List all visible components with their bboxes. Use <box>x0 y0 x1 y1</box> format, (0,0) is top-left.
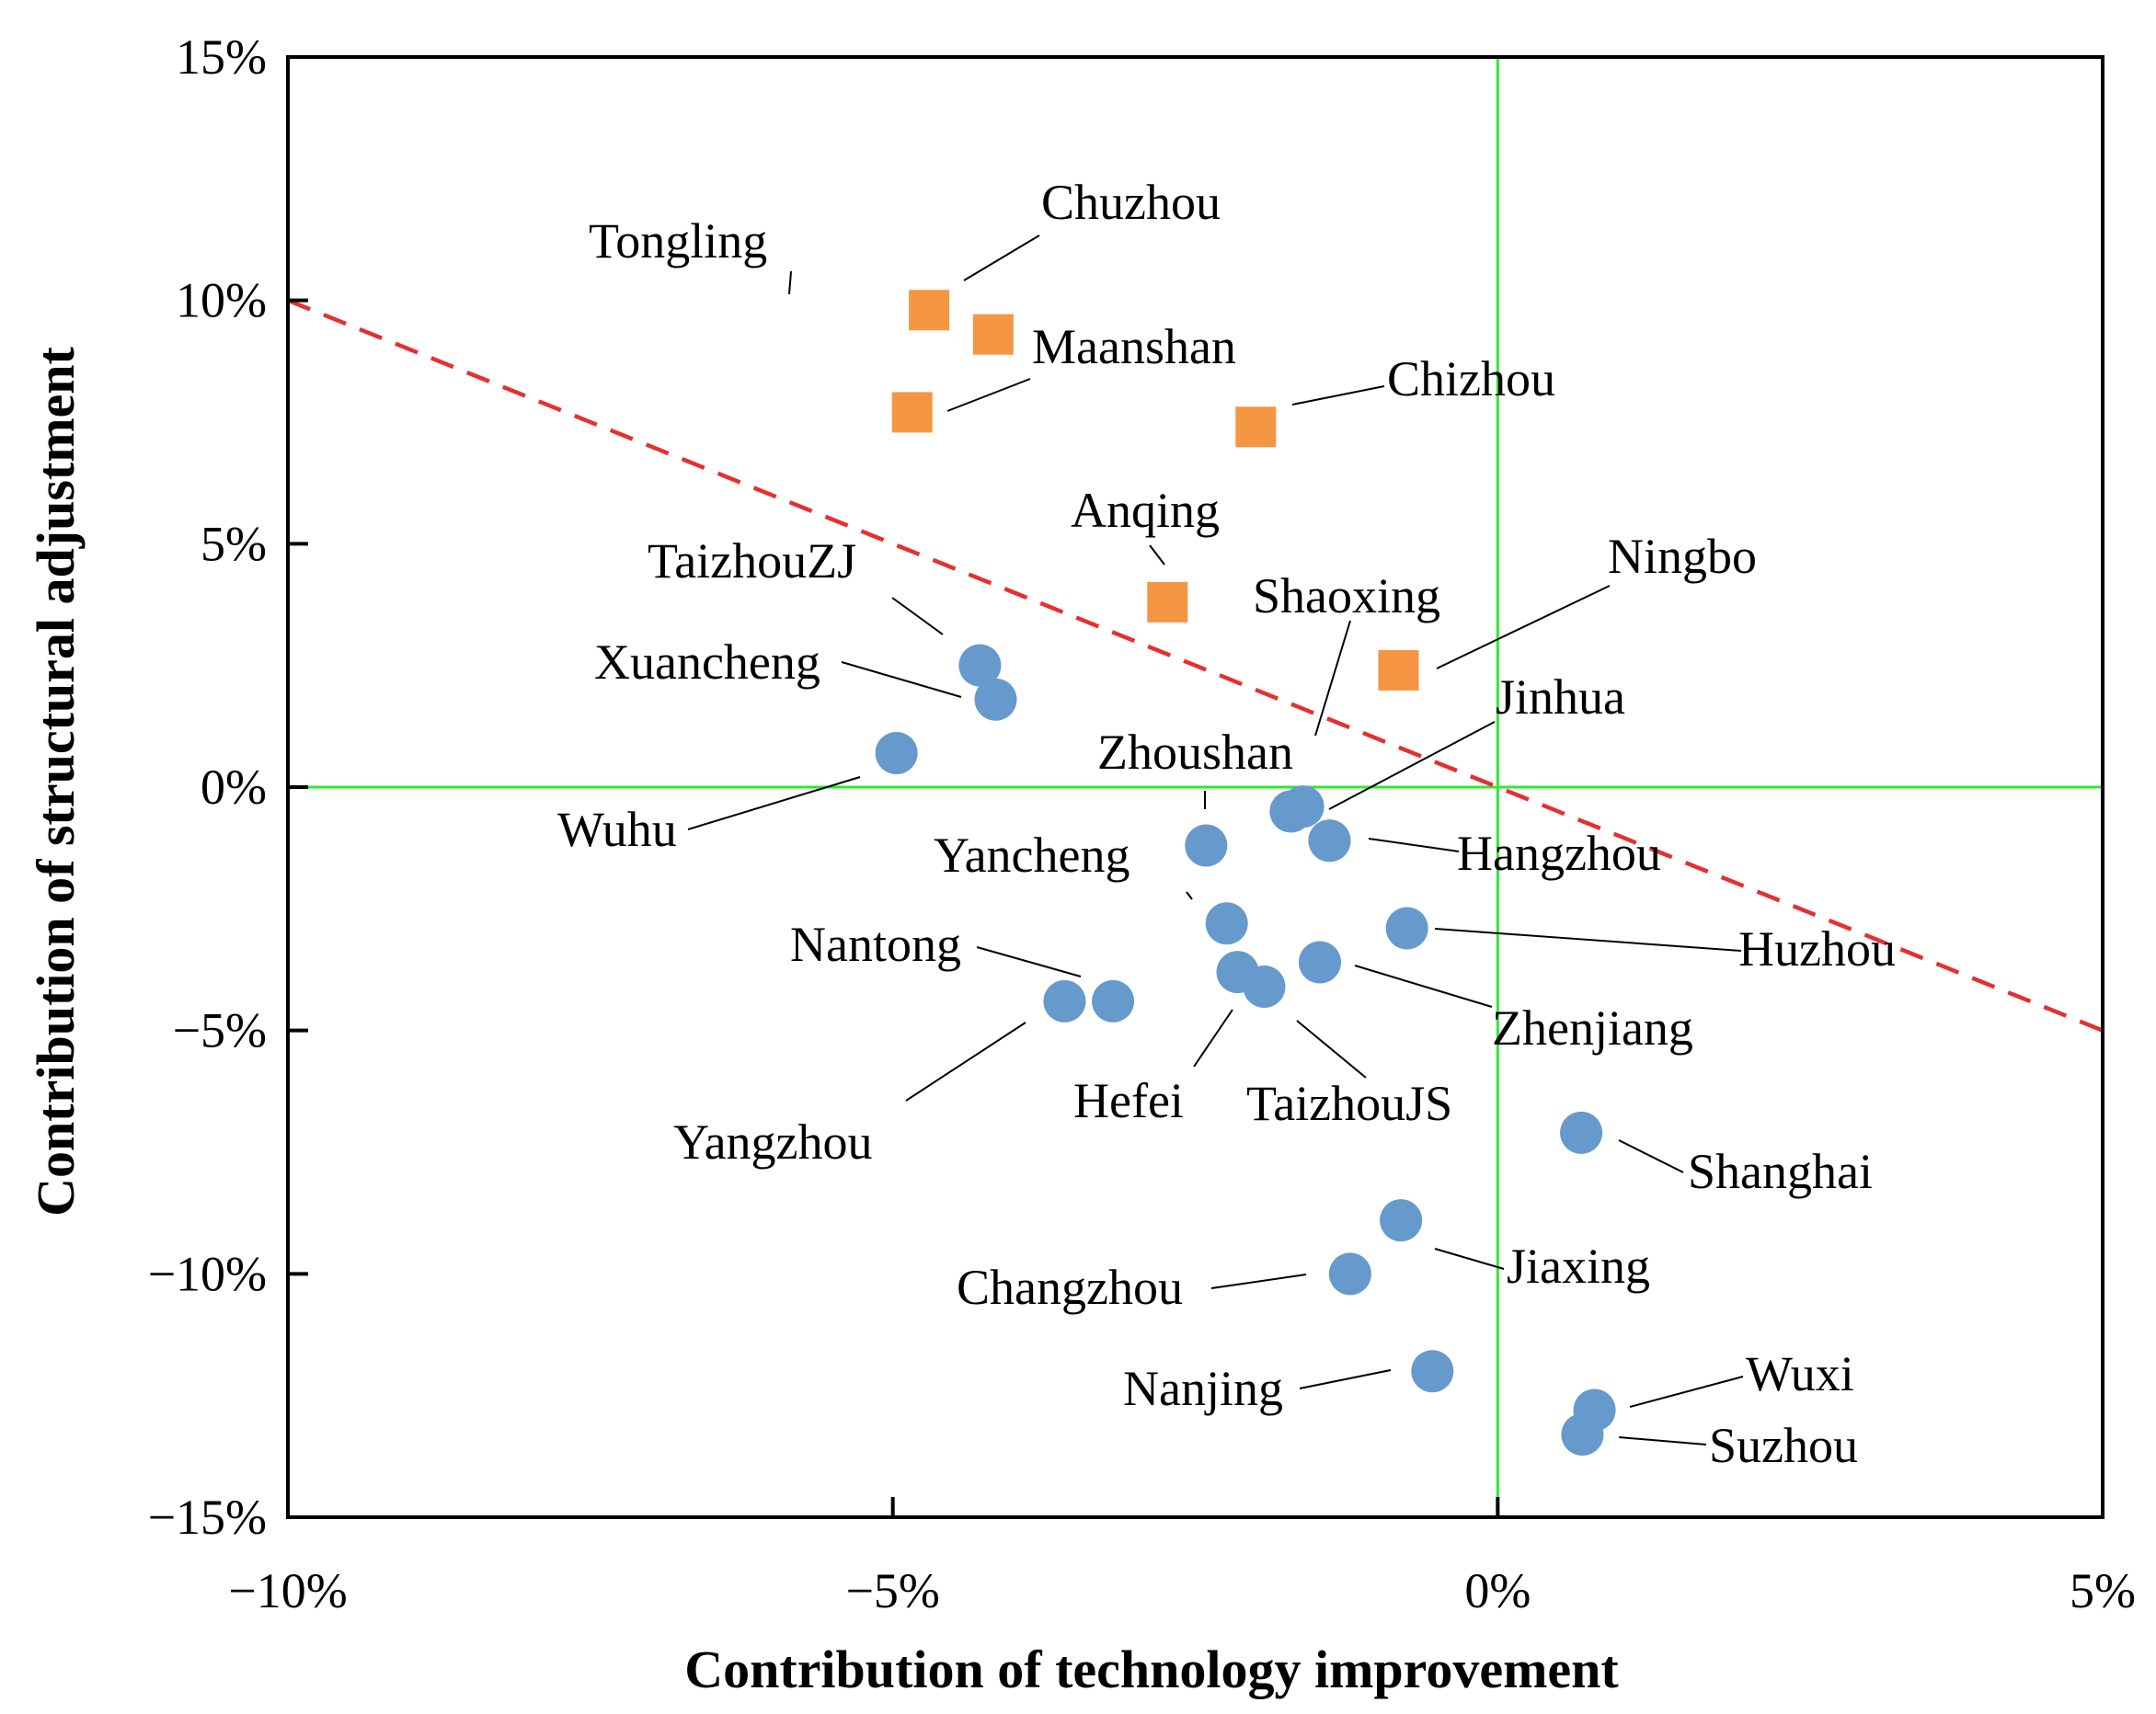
leader-maanshan <box>946 378 1031 412</box>
x-tick-label: 5% <box>2070 1563 2136 1618</box>
leader-huzhou <box>1434 928 1742 952</box>
x-axis-title: Contribution of technology improvement <box>684 1640 1619 1699</box>
leader-tongling <box>788 270 792 295</box>
leader-jiaxing <box>1434 1248 1505 1270</box>
point-huzhou <box>1385 907 1428 950</box>
point-yangzhou <box>1043 979 1086 1023</box>
leader-taizhouzj <box>891 597 944 635</box>
point-labels: Tongling Chuzhou Maanshan Chizhou Anqing Ning… <box>557 175 1896 1473</box>
point-changzhou <box>1328 1252 1371 1296</box>
label-hefei: Hefei <box>1073 1073 1184 1128</box>
data-points <box>875 290 1616 1457</box>
y-tick-label: 5% <box>201 516 267 571</box>
label-hangzhou: Hangzhou <box>1457 826 1661 881</box>
y-tick-label: −10% <box>148 1246 267 1301</box>
label-changzhou: Changzhou <box>957 1260 1183 1315</box>
point-tongling <box>972 314 1014 355</box>
point-chizhou <box>1235 406 1277 448</box>
point-yancheng <box>1185 824 1228 867</box>
label-taizhouzj: TaizhouZJ <box>648 533 856 588</box>
label-taizhoujs: TaizhouJS <box>1246 1076 1452 1131</box>
label-wuxi: Wuxi <box>1746 1346 1854 1401</box>
label-anqing: Anqing <box>1071 483 1220 538</box>
label-suzhou: Suzhou <box>1709 1418 1858 1473</box>
point-shanghai <box>1560 1111 1603 1154</box>
point-chuzhou <box>909 290 950 331</box>
leader-shaoxing <box>1314 620 1351 737</box>
label-zhenjiang: Zhenjiang <box>1492 1000 1693 1056</box>
label-nantong: Nantong <box>790 917 961 972</box>
leader-jinhua <box>1328 721 1496 810</box>
label-jiaxing: Jiaxing <box>1507 1239 1650 1294</box>
point-taizhouzj <box>958 644 1002 687</box>
point-ningbo <box>1378 649 1419 691</box>
point-hangzhou <box>1308 819 1351 863</box>
leader-xuancheng <box>841 661 962 698</box>
label-shanghai: Shanghai <box>1688 1144 1873 1199</box>
label-maanshan: Maanshan <box>1032 319 1236 374</box>
label-ningbo: Ningbo <box>1608 529 1757 584</box>
y-tick-label: 10% <box>176 273 267 328</box>
label-tongling: Tongling <box>589 213 767 269</box>
label-zhoushan: Zhoushan <box>1097 725 1293 780</box>
point-shaoxing <box>1281 785 1325 828</box>
leader-yangzhou <box>905 1022 1026 1102</box>
dashed-diagonal-line <box>287 298 2104 1033</box>
leader-wuhu <box>687 776 861 830</box>
leader-chuzhou <box>963 234 1040 281</box>
leader-suzhou <box>1618 1436 1707 1445</box>
point-anqing <box>1147 581 1188 623</box>
label-chizhou: Chizhou <box>1387 351 1555 406</box>
label-yangzhou: Yangzhou <box>673 1114 873 1170</box>
reference-lines <box>287 57 2104 1517</box>
leader-zhenjiang <box>1354 965 1493 1008</box>
label-wuhu: Wuhu <box>557 802 677 857</box>
point-nantong <box>1205 902 1248 945</box>
leader-wuxi <box>1629 1376 1744 1408</box>
leader-nantong <box>976 946 1082 977</box>
leader-taizhoujs <box>1296 1020 1367 1079</box>
point-xuancheng <box>974 678 1017 721</box>
label-huzhou: Huzhou <box>1738 921 1896 977</box>
label-shaoxing: Shaoxing <box>1253 568 1440 623</box>
x-tick-label: −10% <box>228 1563 347 1618</box>
y-tick-label: 0% <box>201 760 267 815</box>
point-jiaxing <box>1380 1199 1423 1242</box>
leader-anqing <box>1149 544 1165 566</box>
y-tick-label: −5% <box>173 1003 267 1058</box>
label-jinhua: Jinhua <box>1496 669 1625 725</box>
label-nanjing: Nanjing <box>1123 1361 1283 1416</box>
label-yancheng: Yancheng <box>934 828 1130 883</box>
leader-hangzhou <box>1368 838 1460 852</box>
x-tick-label: −5% <box>845 1563 939 1618</box>
axes: −10% −5% 0% 5% 15% 10% 5% 0% −5% −10% −15% <box>148 29 2136 1618</box>
y-axis-title: Contribution of structural adjustment <box>26 346 86 1216</box>
y-tick-label: 15% <box>176 29 267 85</box>
leader-hefei <box>1193 1009 1233 1068</box>
x-tick-label: 0% <box>1464 1563 1531 1618</box>
point-suzhou <box>1561 1413 1604 1457</box>
leader-chizhou <box>1291 385 1385 406</box>
leader-shanghai <box>1618 1139 1684 1173</box>
y-tick-label: −15% <box>148 1490 267 1545</box>
point-zhenjiang <box>1298 941 1341 984</box>
point-wuhu <box>875 731 918 774</box>
leader-changzhou <box>1210 1274 1307 1289</box>
point-nanjing <box>1411 1350 1454 1393</box>
point-yangzhou-2 <box>1092 979 1135 1023</box>
label-xuancheng: Xuancheng <box>594 634 820 690</box>
point-maanshan <box>891 392 933 433</box>
leader-yancheng <box>1186 891 1193 900</box>
label-chuzhou: Chuzhou <box>1041 175 1221 230</box>
leader-nanjing <box>1299 1369 1392 1389</box>
point-taizhoujs <box>1243 966 1286 1009</box>
leader-lines <box>687 234 1744 1445</box>
leader-ningbo <box>1436 585 1611 669</box>
